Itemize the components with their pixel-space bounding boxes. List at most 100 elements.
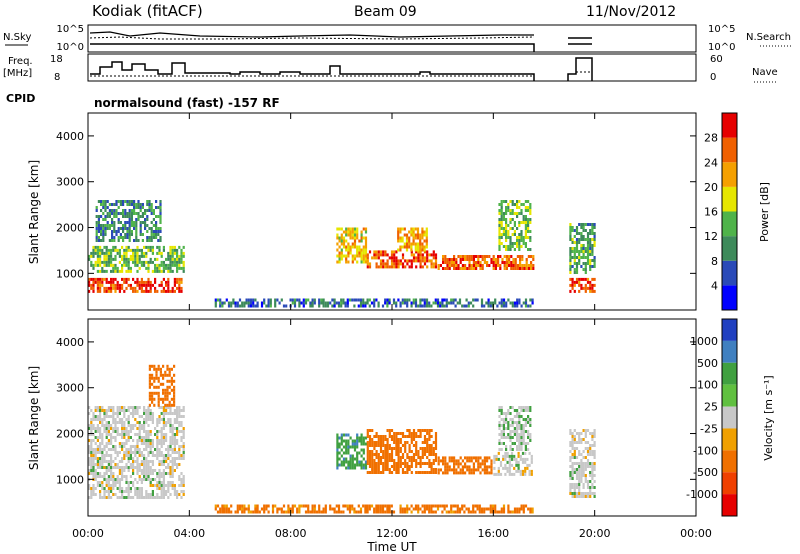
range-cell	[96, 280, 99, 284]
range-cell	[167, 412, 170, 415]
range-cell	[254, 298, 257, 302]
range-cell	[593, 456, 596, 459]
range-cell	[110, 469, 113, 472]
range-cell	[428, 504, 431, 508]
range-cell	[415, 462, 418, 465]
range-cell	[129, 481, 132, 484]
range-cell	[103, 475, 106, 478]
range-cell	[121, 406, 124, 409]
range-cell	[578, 283, 581, 287]
range-cell	[377, 456, 380, 459]
range-cell	[381, 507, 385, 511]
range-cell	[230, 301, 233, 305]
range-cell	[573, 250, 576, 253]
range-cell	[133, 200, 136, 203]
range-cell	[167, 286, 170, 290]
range-cell	[90, 433, 93, 436]
range-cell	[112, 493, 115, 496]
range-cell	[147, 263, 150, 267]
range-cell	[128, 230, 131, 233]
range-cell	[399, 301, 402, 305]
range-cell	[159, 209, 162, 212]
range-cell	[151, 460, 154, 463]
range-cell	[509, 510, 512, 514]
range-cell	[399, 262, 402, 266]
range-cell	[359, 507, 363, 511]
range-cell	[148, 239, 151, 242]
range-cell	[99, 421, 102, 424]
range-cell	[573, 486, 576, 489]
range-cell	[173, 433, 176, 436]
range-cell	[112, 269, 115, 273]
range-cell	[371, 465, 374, 468]
range-cell	[444, 465, 447, 469]
range-cell	[423, 304, 426, 308]
range-cell	[151, 439, 154, 442]
range-cell	[94, 406, 97, 409]
range-cell	[145, 415, 148, 418]
range-cell	[171, 433, 174, 436]
range-cell	[167, 266, 170, 270]
range-cell	[589, 280, 592, 284]
range-cell	[412, 236, 415, 240]
range-cell	[156, 424, 159, 427]
range-cell	[375, 265, 378, 269]
range-cell	[406, 435, 409, 438]
range-cell	[571, 286, 574, 290]
range-cell	[133, 227, 136, 230]
range-cell	[96, 254, 99, 258]
range-cell	[358, 251, 361, 255]
range-cell	[450, 459, 453, 463]
range-cell	[426, 253, 429, 257]
range-cell	[96, 415, 99, 418]
range-cell	[147, 409, 150, 412]
range-cell	[569, 289, 572, 293]
range-cell	[130, 221, 133, 224]
colorbar-tick-label: 24	[704, 156, 718, 169]
range-cell	[584, 286, 587, 290]
range-cell	[165, 424, 168, 427]
range-cell	[395, 301, 398, 305]
range-cell	[497, 457, 500, 461]
range-cell	[345, 227, 348, 231]
range-cell	[118, 251, 121, 255]
range-cell	[110, 277, 113, 281]
range-cell	[444, 468, 447, 472]
range-cell	[145, 254, 148, 258]
range-cell	[137, 218, 140, 221]
range-cell	[347, 260, 350, 264]
range-cell	[580, 247, 583, 250]
range-cell	[527, 406, 530, 409]
range-cell	[155, 230, 158, 233]
range-cell	[146, 236, 149, 239]
range-cell	[105, 409, 108, 412]
range-cell	[167, 445, 170, 448]
range-cell	[410, 233, 413, 237]
range-cell	[386, 304, 389, 308]
range-cell	[168, 403, 171, 407]
range-cell	[124, 221, 127, 224]
range-cell	[112, 475, 115, 478]
range-cell	[154, 484, 157, 487]
range-cell	[128, 233, 131, 236]
range-cell	[348, 298, 352, 302]
range-cell	[115, 209, 118, 212]
range-cell	[347, 230, 350, 234]
range-cell	[593, 235, 596, 238]
range-cell	[101, 439, 104, 442]
range-cell	[307, 298, 310, 302]
range-cell	[221, 304, 224, 308]
range-cell	[143, 424, 146, 427]
range-cell	[322, 510, 325, 514]
range-cell	[474, 504, 477, 508]
range-cell	[362, 442, 365, 446]
range-cell	[173, 385, 176, 389]
range-cell	[399, 504, 402, 508]
range-cell	[117, 206, 120, 209]
range-cell	[388, 459, 391, 462]
range-cell	[403, 245, 406, 249]
range-cell	[101, 481, 104, 484]
range-cell	[143, 466, 146, 469]
range-cell	[95, 224, 98, 227]
range-cell	[368, 438, 372, 441]
